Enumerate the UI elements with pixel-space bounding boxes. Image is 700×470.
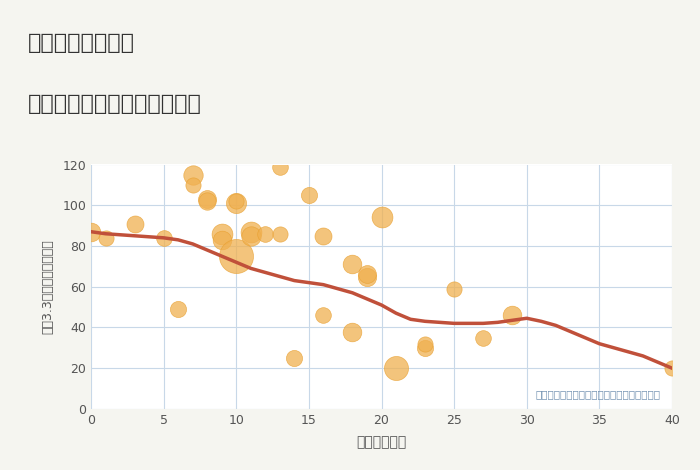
Point (202, 197, 213, 205)
Text: 三重県伊賀市別府: 三重県伊賀市別府 (28, 33, 135, 53)
Point (666, 364, 678, 372)
Point (346, 328, 358, 335)
Point (303, 191, 314, 199)
Point (318, 312, 329, 319)
Point (158, 234, 169, 242)
Point (129, 220, 140, 227)
Point (231, 197, 242, 205)
Point (477, 334, 489, 341)
Point (391, 364, 402, 372)
Point (216, 236, 228, 243)
Text: 円の大きさは、取引のあった物件面積を示す: 円の大きさは、取引のあった物件面積を示す (536, 389, 660, 399)
Point (216, 230, 228, 237)
Point (289, 354, 300, 362)
Point (245, 228, 256, 235)
Point (507, 312, 518, 319)
Point (172, 306, 183, 313)
Point (361, 273, 372, 280)
X-axis label: 築年数（年）: 築年数（年） (356, 435, 407, 449)
Point (419, 340, 430, 347)
Point (346, 260, 358, 268)
Point (260, 230, 271, 237)
Point (85, 228, 97, 235)
Point (449, 285, 460, 292)
Point (231, 252, 242, 260)
Point (100, 234, 111, 242)
Y-axis label: 坪（3.3㎡）単価（万円）: 坪（3.3㎡）単価（万円） (41, 239, 54, 334)
Point (318, 232, 329, 240)
Point (419, 344, 430, 352)
Point (231, 199, 242, 207)
Point (187, 171, 198, 179)
Point (187, 181, 198, 188)
Point (376, 214, 387, 221)
Point (361, 271, 372, 278)
Point (245, 232, 256, 240)
Point (274, 163, 286, 170)
Text: 築年数別中古マンション価格: 築年数別中古マンション価格 (28, 94, 202, 114)
Point (202, 196, 213, 203)
Point (274, 230, 286, 237)
